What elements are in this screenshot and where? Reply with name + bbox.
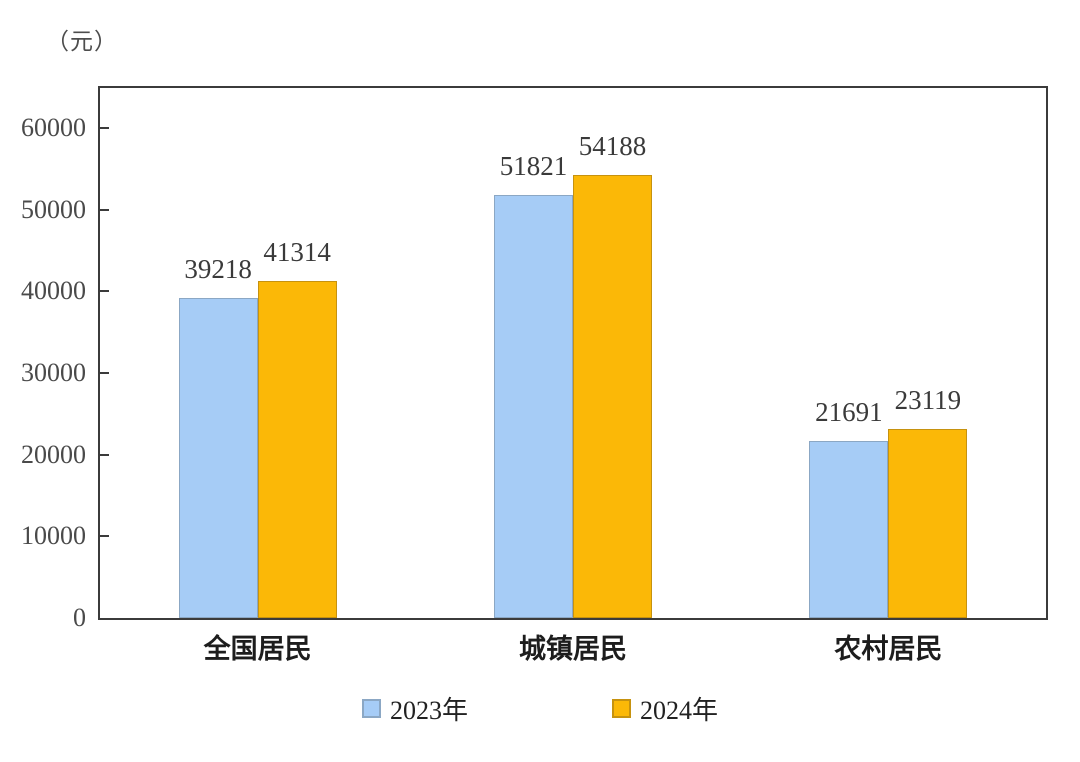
y-tick-label: 20000 [21,439,86,469]
legend-swatch-icon [612,698,631,718]
y-tick-label: 50000 [21,194,86,224]
y-tick-label: 30000 [21,358,86,387]
category-label-农村居民: 农村居民 [834,634,943,664]
legend-label: 2023年 [389,695,468,725]
value-label: 41314 [263,236,331,267]
y-tick-label: 40000 [21,276,86,306]
y-tick-mark [100,535,109,538]
bar-2023年-城镇居民 [494,194,573,618]
value-label: 23119 [894,385,962,416]
value-label: 21691 [815,396,883,427]
y-tick-label: 0 [73,603,86,632]
bar-2023年-农村居民 [809,440,889,618]
y-tick-label: 10000 [21,521,86,551]
value-label: 39218 [184,253,252,284]
category-label-全国居民: 全国居民 [203,634,312,664]
value-label: 54188 [578,131,647,162]
y-tick-mark [100,208,109,211]
legend-label: 2024年 [640,695,719,725]
category-label-城镇居民: 城镇居民 [519,634,627,664]
y-tick-label: 60000 [21,113,86,142]
legend-item-2023年: 2023年 [361,690,468,727]
legend-swatch-icon [361,698,381,718]
chart-legend: 2023年 2024年 [0,693,1080,725]
bar-2024年-全国居民 [257,280,337,618]
y-tick-mark [100,127,109,129]
legend-item-2024年: 2024年 [612,690,718,727]
bar-2024年-农村居民 [888,429,968,618]
y-tick-mark [100,290,109,293]
value-label: 51821 [499,150,568,181]
bar-2024年-城镇居民 [573,175,652,618]
y-tick-mark [100,372,109,374]
bar-2023年-全国居民 [178,297,258,618]
y-tick-mark [100,453,109,456]
y-axis-unit-label: （元） [46,29,118,54]
